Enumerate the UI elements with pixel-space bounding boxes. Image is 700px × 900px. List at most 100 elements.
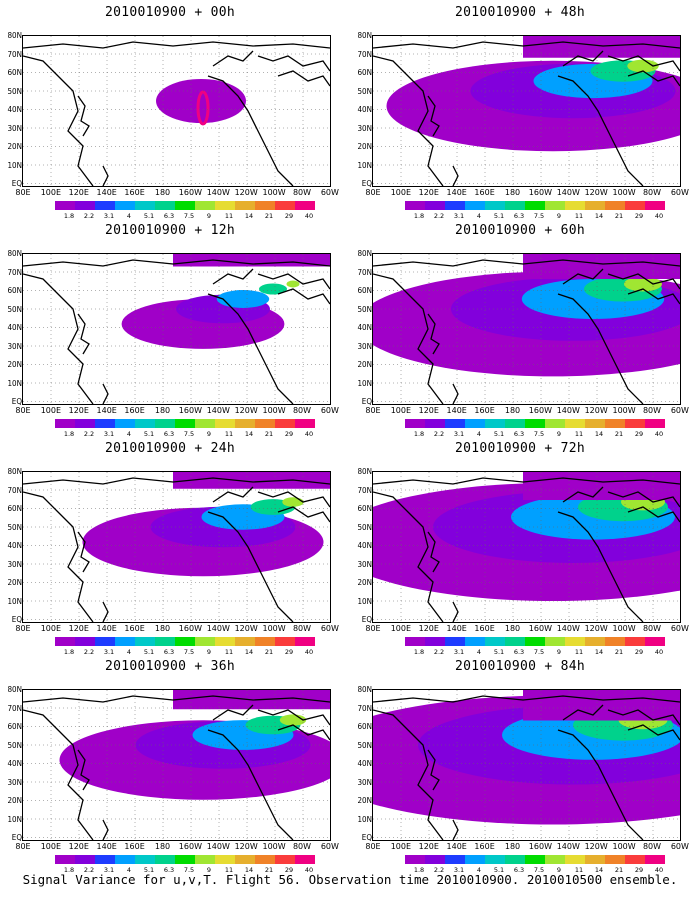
colorbar-label: 6.3 xyxy=(513,866,525,874)
colorbar-label: 7.5 xyxy=(533,648,545,656)
lat-label: 60N xyxy=(357,504,372,513)
colorbar-label: 5.1 xyxy=(493,212,505,220)
lat-label: 40N xyxy=(357,105,372,114)
coastline xyxy=(607,273,680,290)
colorbar-label: 6.3 xyxy=(513,212,525,220)
lon-label: 120E xyxy=(68,624,89,633)
coastline xyxy=(627,506,680,523)
colorbar-swatch xyxy=(295,419,315,428)
colorbar-swatch xyxy=(425,201,445,210)
lat-label: 30N xyxy=(357,559,372,569)
lat-label: 20N xyxy=(357,796,372,805)
colorbar-swatch xyxy=(95,637,115,646)
colorbar-swatch xyxy=(55,419,75,428)
colorbar-swatch xyxy=(465,201,485,210)
lon-label: 160E xyxy=(124,842,145,851)
colorbar-swatch xyxy=(445,855,465,864)
colorbar-swatch xyxy=(95,419,115,428)
lon-label: 180 xyxy=(504,406,521,415)
lat-label: 50N xyxy=(7,522,22,532)
coastline xyxy=(373,695,680,703)
lon-label: 160W xyxy=(178,188,202,197)
lat-label: 40N xyxy=(7,105,22,114)
lon-label: 100W xyxy=(262,406,286,415)
colorbar-swatch xyxy=(485,419,505,428)
lat-label: 80N xyxy=(7,467,22,476)
lon-label: 100E xyxy=(40,624,62,633)
colorbar-label: 7.5 xyxy=(533,430,545,438)
colorbar-label: 29 xyxy=(284,212,294,220)
lon-label: 120E xyxy=(68,406,89,415)
colorbar-label: 14 xyxy=(244,430,254,438)
coastline xyxy=(373,259,680,267)
colorbar-label: 29 xyxy=(634,866,644,874)
lat-label: 70N xyxy=(7,49,22,59)
coastline xyxy=(207,293,294,404)
panel-title: 2010010900 + 24h xyxy=(104,441,236,456)
lat-label: 20N xyxy=(7,360,22,369)
colorbar-swatch xyxy=(645,855,665,864)
coastline xyxy=(23,55,94,186)
coastline xyxy=(102,601,109,622)
colorbar-label: 21 xyxy=(264,866,274,874)
lon-label: 140W xyxy=(556,624,580,633)
lon-label: 80E xyxy=(365,842,381,851)
colorbar-swatch xyxy=(75,201,95,210)
colorbar-label: 11 xyxy=(574,212,584,220)
panel-title: 2010010900 + 84h xyxy=(454,659,586,674)
lat-label: 20N xyxy=(7,796,22,805)
coastline xyxy=(562,486,604,503)
colorbar-swatch xyxy=(425,637,445,646)
colorbar-swatch xyxy=(95,855,115,864)
coastline xyxy=(373,41,680,49)
coastline xyxy=(207,75,294,186)
lon-label: 100E xyxy=(40,406,62,415)
coastline xyxy=(207,511,294,622)
coastline xyxy=(23,491,94,622)
colorbar-label: 29 xyxy=(634,430,644,438)
coastline xyxy=(23,695,330,703)
lat-label: 80N xyxy=(357,249,372,258)
colorbar-swatch xyxy=(135,419,155,428)
lon-label: 80E xyxy=(365,188,381,197)
lon-label: 100E xyxy=(390,842,412,851)
colorbar-label: 5.1 xyxy=(493,866,505,874)
colorbar-label: 6.3 xyxy=(513,648,525,656)
coastline xyxy=(207,729,294,840)
lat-label: 30N xyxy=(7,777,22,787)
coastline xyxy=(212,486,254,503)
colorbar-swatch xyxy=(605,637,625,646)
colorbar-swatch xyxy=(215,855,235,864)
colorbar-swatch xyxy=(505,637,525,646)
variance-field xyxy=(259,283,287,295)
colorbar-swatch xyxy=(465,855,485,864)
colorbar-swatch xyxy=(445,637,465,646)
lon-label: 180 xyxy=(504,624,521,633)
coastline xyxy=(607,709,680,726)
colorbar-label: 11 xyxy=(574,430,584,438)
colorbar-label: 29 xyxy=(634,648,644,656)
colorbar-label: 11 xyxy=(224,866,234,874)
colorbar-swatch xyxy=(545,637,565,646)
lat-label: 50N xyxy=(357,522,372,532)
coastline xyxy=(212,268,254,285)
lon-label: 60W xyxy=(320,624,339,633)
colorbar-label: 40 xyxy=(654,430,664,438)
coastline xyxy=(562,50,604,67)
colorbar-swatch xyxy=(505,201,525,210)
lon-label: 160W xyxy=(528,188,552,197)
lon-label: 140E xyxy=(96,188,117,197)
coastline xyxy=(257,491,330,508)
lat-label: 30N xyxy=(357,123,372,133)
figure-caption: Signal Variance for u,v,T. Flight 56. Ob… xyxy=(22,872,678,887)
coastline xyxy=(23,709,94,840)
coastline xyxy=(562,704,604,721)
colorbar-swatch xyxy=(525,419,545,428)
colorbar-label: 1.8 xyxy=(413,212,425,220)
lat-label: 20N xyxy=(7,142,22,151)
lon-label: 80W xyxy=(292,406,312,415)
colorbar-label: 2.2 xyxy=(433,648,445,656)
colorbar-label: 11 xyxy=(574,648,584,656)
colorbar-swatch xyxy=(215,637,235,646)
colorbar-label: 11 xyxy=(574,866,584,874)
